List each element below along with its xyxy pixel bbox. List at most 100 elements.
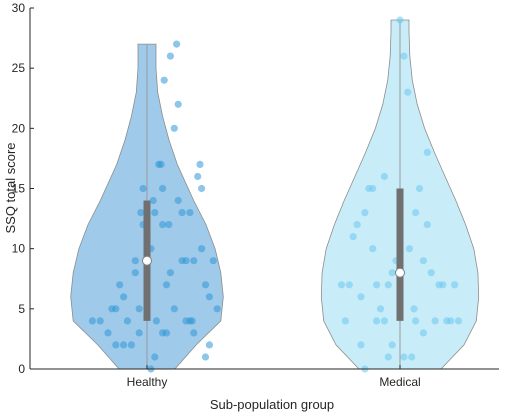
y-tick-label: 25 — [12, 61, 26, 75]
data-point — [410, 305, 418, 313]
data-point — [427, 269, 435, 277]
data-point — [201, 353, 210, 361]
y-tick-label: 0 — [18, 362, 25, 376]
data-point — [162, 281, 171, 289]
data-point — [357, 341, 365, 349]
data-point — [396, 16, 404, 24]
data-point — [159, 184, 167, 193]
median-marker-healthy — [142, 255, 152, 266]
data-point — [380, 317, 388, 325]
data-point — [412, 317, 420, 325]
data-point — [419, 257, 427, 265]
x-axis-label: Sub-population group — [210, 397, 334, 412]
data-point — [196, 160, 204, 168]
data-point — [190, 257, 198, 265]
data-point — [96, 317, 104, 325]
data-point — [116, 281, 124, 289]
x-tick-label: Healthy — [127, 375, 168, 389]
y-tick-label: 10 — [12, 242, 26, 256]
data-point — [131, 269, 139, 277]
y-tick-label: 15 — [12, 182, 26, 196]
data-point — [349, 233, 357, 241]
data-point — [135, 329, 143, 337]
y-tick-label: 30 — [12, 1, 26, 15]
data-point — [198, 184, 206, 193]
data-point — [337, 281, 346, 289]
data-point — [170, 124, 178, 132]
data-point — [139, 184, 147, 193]
data-point — [160, 76, 168, 84]
data-point — [112, 305, 120, 313]
data-point — [384, 281, 392, 289]
data-point — [369, 245, 377, 253]
data-point — [205, 341, 213, 349]
data-point — [194, 172, 202, 181]
data-point — [166, 269, 174, 277]
data-point — [213, 305, 221, 313]
data-point — [127, 341, 135, 349]
data-point — [384, 353, 392, 361]
data-point — [165, 221, 173, 229]
data-point — [380, 172, 388, 181]
data-point — [439, 281, 447, 289]
data-point — [157, 160, 165, 168]
data-point — [376, 305, 385, 313]
violin-group-medical — [320, 16, 480, 373]
data-point — [201, 281, 210, 289]
data-point — [408, 353, 416, 361]
data-point — [190, 329, 198, 337]
data-point — [152, 317, 160, 325]
data-point — [182, 257, 190, 265]
data-point — [182, 317, 190, 325]
data-point — [454, 317, 463, 325]
data-point — [388, 269, 396, 277]
data-point — [131, 257, 139, 265]
data-point — [170, 305, 178, 313]
data-point — [174, 196, 182, 205]
iqr-box-medical — [396, 188, 404, 321]
data-point — [431, 317, 439, 325]
data-point — [423, 221, 431, 229]
data-point — [345, 281, 353, 289]
data-point — [415, 184, 424, 193]
median-marker-medical — [395, 267, 405, 278]
data-point — [186, 209, 194, 217]
data-point — [209, 257, 217, 265]
data-point — [357, 293, 365, 301]
data-point — [151, 209, 159, 217]
data-point — [412, 209, 420, 217]
data-point — [405, 245, 413, 253]
data-point — [166, 52, 174, 60]
data-point — [123, 317, 132, 325]
data-point — [120, 293, 128, 301]
data-point — [361, 209, 369, 217]
data-point — [205, 293, 213, 301]
y-tick-label: 20 — [12, 121, 26, 135]
data-point — [400, 353, 408, 361]
y-axis-label: SSQ total score — [3, 142, 18, 233]
data-point — [451, 281, 459, 289]
data-point — [404, 88, 412, 96]
data-point — [173, 40, 181, 48]
data-point — [120, 341, 128, 349]
data-point — [104, 329, 112, 337]
data-point — [388, 341, 396, 349]
data-point — [135, 305, 143, 313]
data-point — [341, 317, 349, 325]
data-point — [88, 317, 96, 325]
data-point — [198, 245, 206, 253]
data-point — [369, 184, 377, 193]
violin-group-healthy — [70, 40, 224, 373]
data-point — [373, 281, 381, 289]
data-point — [174, 100, 182, 108]
data-point — [373, 317, 381, 325]
x-tick-label: Medical — [379, 375, 420, 389]
data-point — [188, 317, 196, 325]
data-point — [400, 52, 408, 60]
data-point — [419, 329, 427, 337]
data-point — [162, 329, 171, 337]
data-point — [423, 148, 431, 156]
violins-layer — [70, 16, 480, 373]
data-point — [353, 221, 361, 229]
